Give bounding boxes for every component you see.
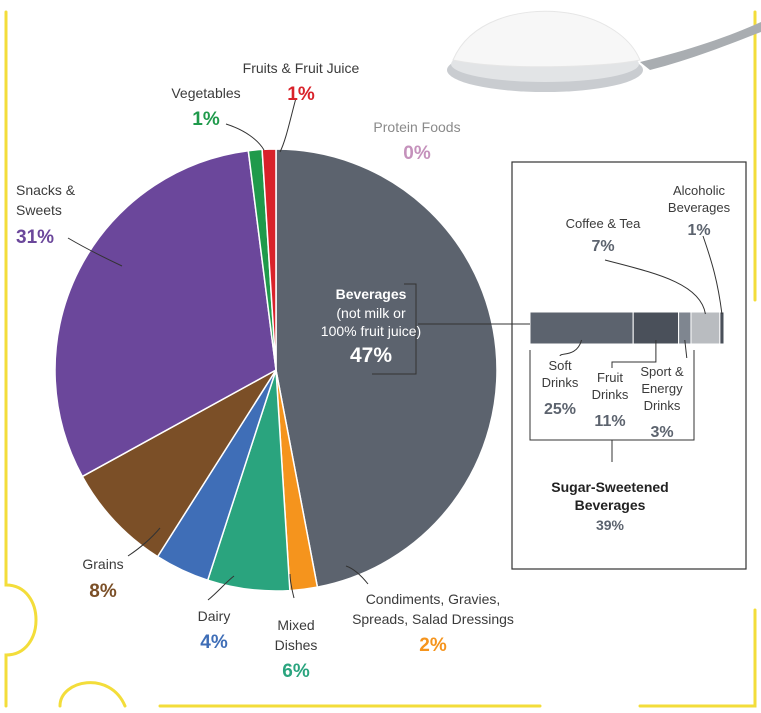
breakdown-pct-1: 11% [594, 413, 625, 430]
label-mixed-line2: Dishes [275, 637, 318, 653]
label-beverages-line1: Beverages [336, 286, 407, 302]
pct-snacks: 31% [16, 227, 54, 248]
breakdown-pct-3: 7% [591, 238, 614, 255]
leader-lines [67, 97, 369, 601]
breakdown-leader-4 [702, 235, 723, 315]
pie-chart [54, 148, 498, 592]
breakdown-leader-0 [559, 339, 583, 357]
breakdown-label-4-line1: Beverages [668, 200, 731, 215]
breakdown-bar-segment-0 [529, 311, 634, 345]
label-snacks-line2: Sweets [16, 202, 62, 218]
beverages-bracket [372, 283, 417, 375]
breakdown-label-4-line0: Alcoholic [673, 183, 726, 198]
label-condiments-line1: Condiments, Gravies, [366, 591, 501, 607]
label-vegetables: Vegetables [171, 85, 240, 101]
breakdown-leader-2 [684, 339, 688, 359]
pct-grains: 8% [89, 581, 117, 602]
breakdown-box [511, 161, 747, 570]
breakdown-pct-0: 25% [544, 401, 576, 418]
breakdown-pct-4: 1% [687, 222, 710, 239]
pct-dairy: 4% [200, 632, 228, 653]
breakdown-title-line0: Sugar-Sweetened [551, 479, 668, 495]
breakdown-leader-3 [604, 259, 706, 315]
pie-slice-snacks [54, 149, 277, 478]
breakdown-label-2-line1: Energy [641, 381, 683, 396]
breakdown-label-2-line0: Sport & [640, 364, 684, 379]
pie-slice-beverages [275, 148, 498, 588]
label-beverages-line3: 100% fruit juice) [321, 323, 421, 339]
decorative-border [4, 10, 757, 708]
label-snacks-line1: Snacks & [16, 182, 76, 198]
breakdown-label-1-line1: Drinks [592, 387, 629, 402]
pie-slice-fruits [261, 148, 277, 371]
pct-vegetables: 1% [192, 109, 220, 130]
breakdown-label-0-line1: Drinks [542, 375, 579, 390]
pct-condiments: 2% [419, 635, 447, 656]
label-condiments-line2: Spreads, Salad Dressings [352, 611, 514, 627]
label-grains: Grains [82, 556, 123, 572]
pie-slice-grains [81, 369, 277, 558]
breakdown-bar-segment-3 [690, 311, 721, 345]
sugar-spoon-image [447, 10, 761, 92]
breakdown-title-line1: Beverages [575, 497, 646, 513]
breakdown-label-1-line0: Fruit [597, 370, 623, 385]
breakdown-label-3-line0: Coffee & Tea [566, 216, 641, 231]
label-fruits: Fruits & Fruit Juice [243, 60, 360, 76]
label-dairy: Dairy [198, 608, 231, 624]
pct-mixed: 6% [282, 661, 310, 682]
pct-fruits: 1% [287, 84, 315, 105]
pct-protein: 0% [403, 143, 431, 164]
breakdown-leader-1 [611, 340, 657, 368]
beverage-breakdown: Soft Drinks 25% Fruit Drinks 11% Sport & Energy… [529, 183, 731, 533]
breakdown-label-2-line2: Drinks [644, 398, 681, 413]
breakdown-label-0-line0: Soft [548, 358, 572, 373]
label-mixed-line1: Mixed [277, 617, 314, 633]
pct-beverages: 47% [350, 344, 392, 367]
breakdown-bar-segment-2 [678, 311, 692, 345]
breakdown-total: 39% [596, 517, 625, 533]
breakdown-bar-segment-4 [719, 311, 725, 345]
breakdown-bar-segment-1 [632, 311, 680, 345]
breakdown-pct-2: 3% [650, 424, 673, 441]
label-protein: Protein Foods [373, 119, 460, 135]
label-beverages-line2: (not milk or [336, 305, 406, 321]
